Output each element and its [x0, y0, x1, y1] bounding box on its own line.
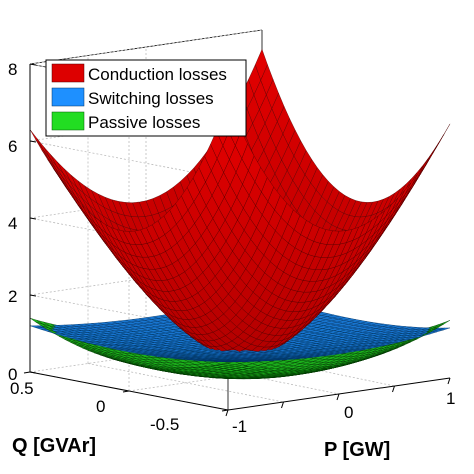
z-tick-mark — [29, 63, 37, 66]
p-tick-mark — [336, 393, 340, 401]
surface-patch-passive-losses — [222, 363, 235, 366]
x-axis-title: P [GW] — [324, 439, 390, 461]
axes-layer — [23, 63, 451, 417]
surface-patch-conduction-losses — [418, 155, 431, 177]
legend-label-switching: Switching losses — [88, 89, 214, 108]
z-tick-mark — [29, 140, 37, 143]
x-tick-1: 1 — [446, 389, 455, 408]
y-tick-0: 0 — [96, 397, 105, 416]
z-tick-4: 4 — [8, 214, 17, 233]
z-tick-6: 6 — [8, 137, 17, 156]
z-tick-0: 0 — [8, 365, 17, 384]
p-tick-mark — [447, 377, 451, 385]
legend-swatch-conduction — [51, 63, 85, 83]
p-tick-mark — [281, 401, 284, 409]
z-tick-8: 8 — [8, 60, 17, 79]
legend-swatch-switching — [51, 87, 85, 107]
x-tick-0: 0 — [344, 403, 353, 422]
q-tick-mark — [23, 371, 31, 374]
z-tick-2: 2 — [8, 287, 17, 306]
surface-patch-conduction-losses — [36, 138, 50, 158]
surface-patch-conduction-losses — [35, 139, 49, 160]
legend-swatch-passive — [51, 111, 85, 131]
surface-patch-passive-losses — [437, 320, 451, 327]
q-tick-mark — [122, 390, 130, 393]
z-tick-mark — [29, 294, 37, 297]
surface-patch-conduction-losses — [411, 165, 425, 186]
legend: Conduction losses Switching losses Passi… — [45, 59, 247, 137]
q-tick-mark — [221, 409, 229, 412]
y-axis-title: Q [GVAr] — [12, 435, 96, 457]
z-tick-mark — [29, 371, 37, 374]
legend-label-conduction: Conduction losses — [88, 65, 227, 84]
surface-patch-conduction-losses — [29, 129, 43, 150]
legend-label-passive: Passive losses — [88, 113, 200, 132]
z-tick-mark — [29, 217, 37, 220]
p-tick-mark — [392, 385, 395, 393]
surface-patch-passive-losses — [432, 322, 445, 329]
y-tick-0.5: 0.5 — [10, 379, 34, 398]
floor-gridline-p — [87, 363, 284, 403]
x-tick-neg1: -1 — [232, 417, 247, 436]
y-tick-neg0.5: -0.5 — [150, 415, 179, 434]
p-tick-mark — [225, 409, 229, 417]
z-gridline-back-8 — [29, 29, 263, 65]
